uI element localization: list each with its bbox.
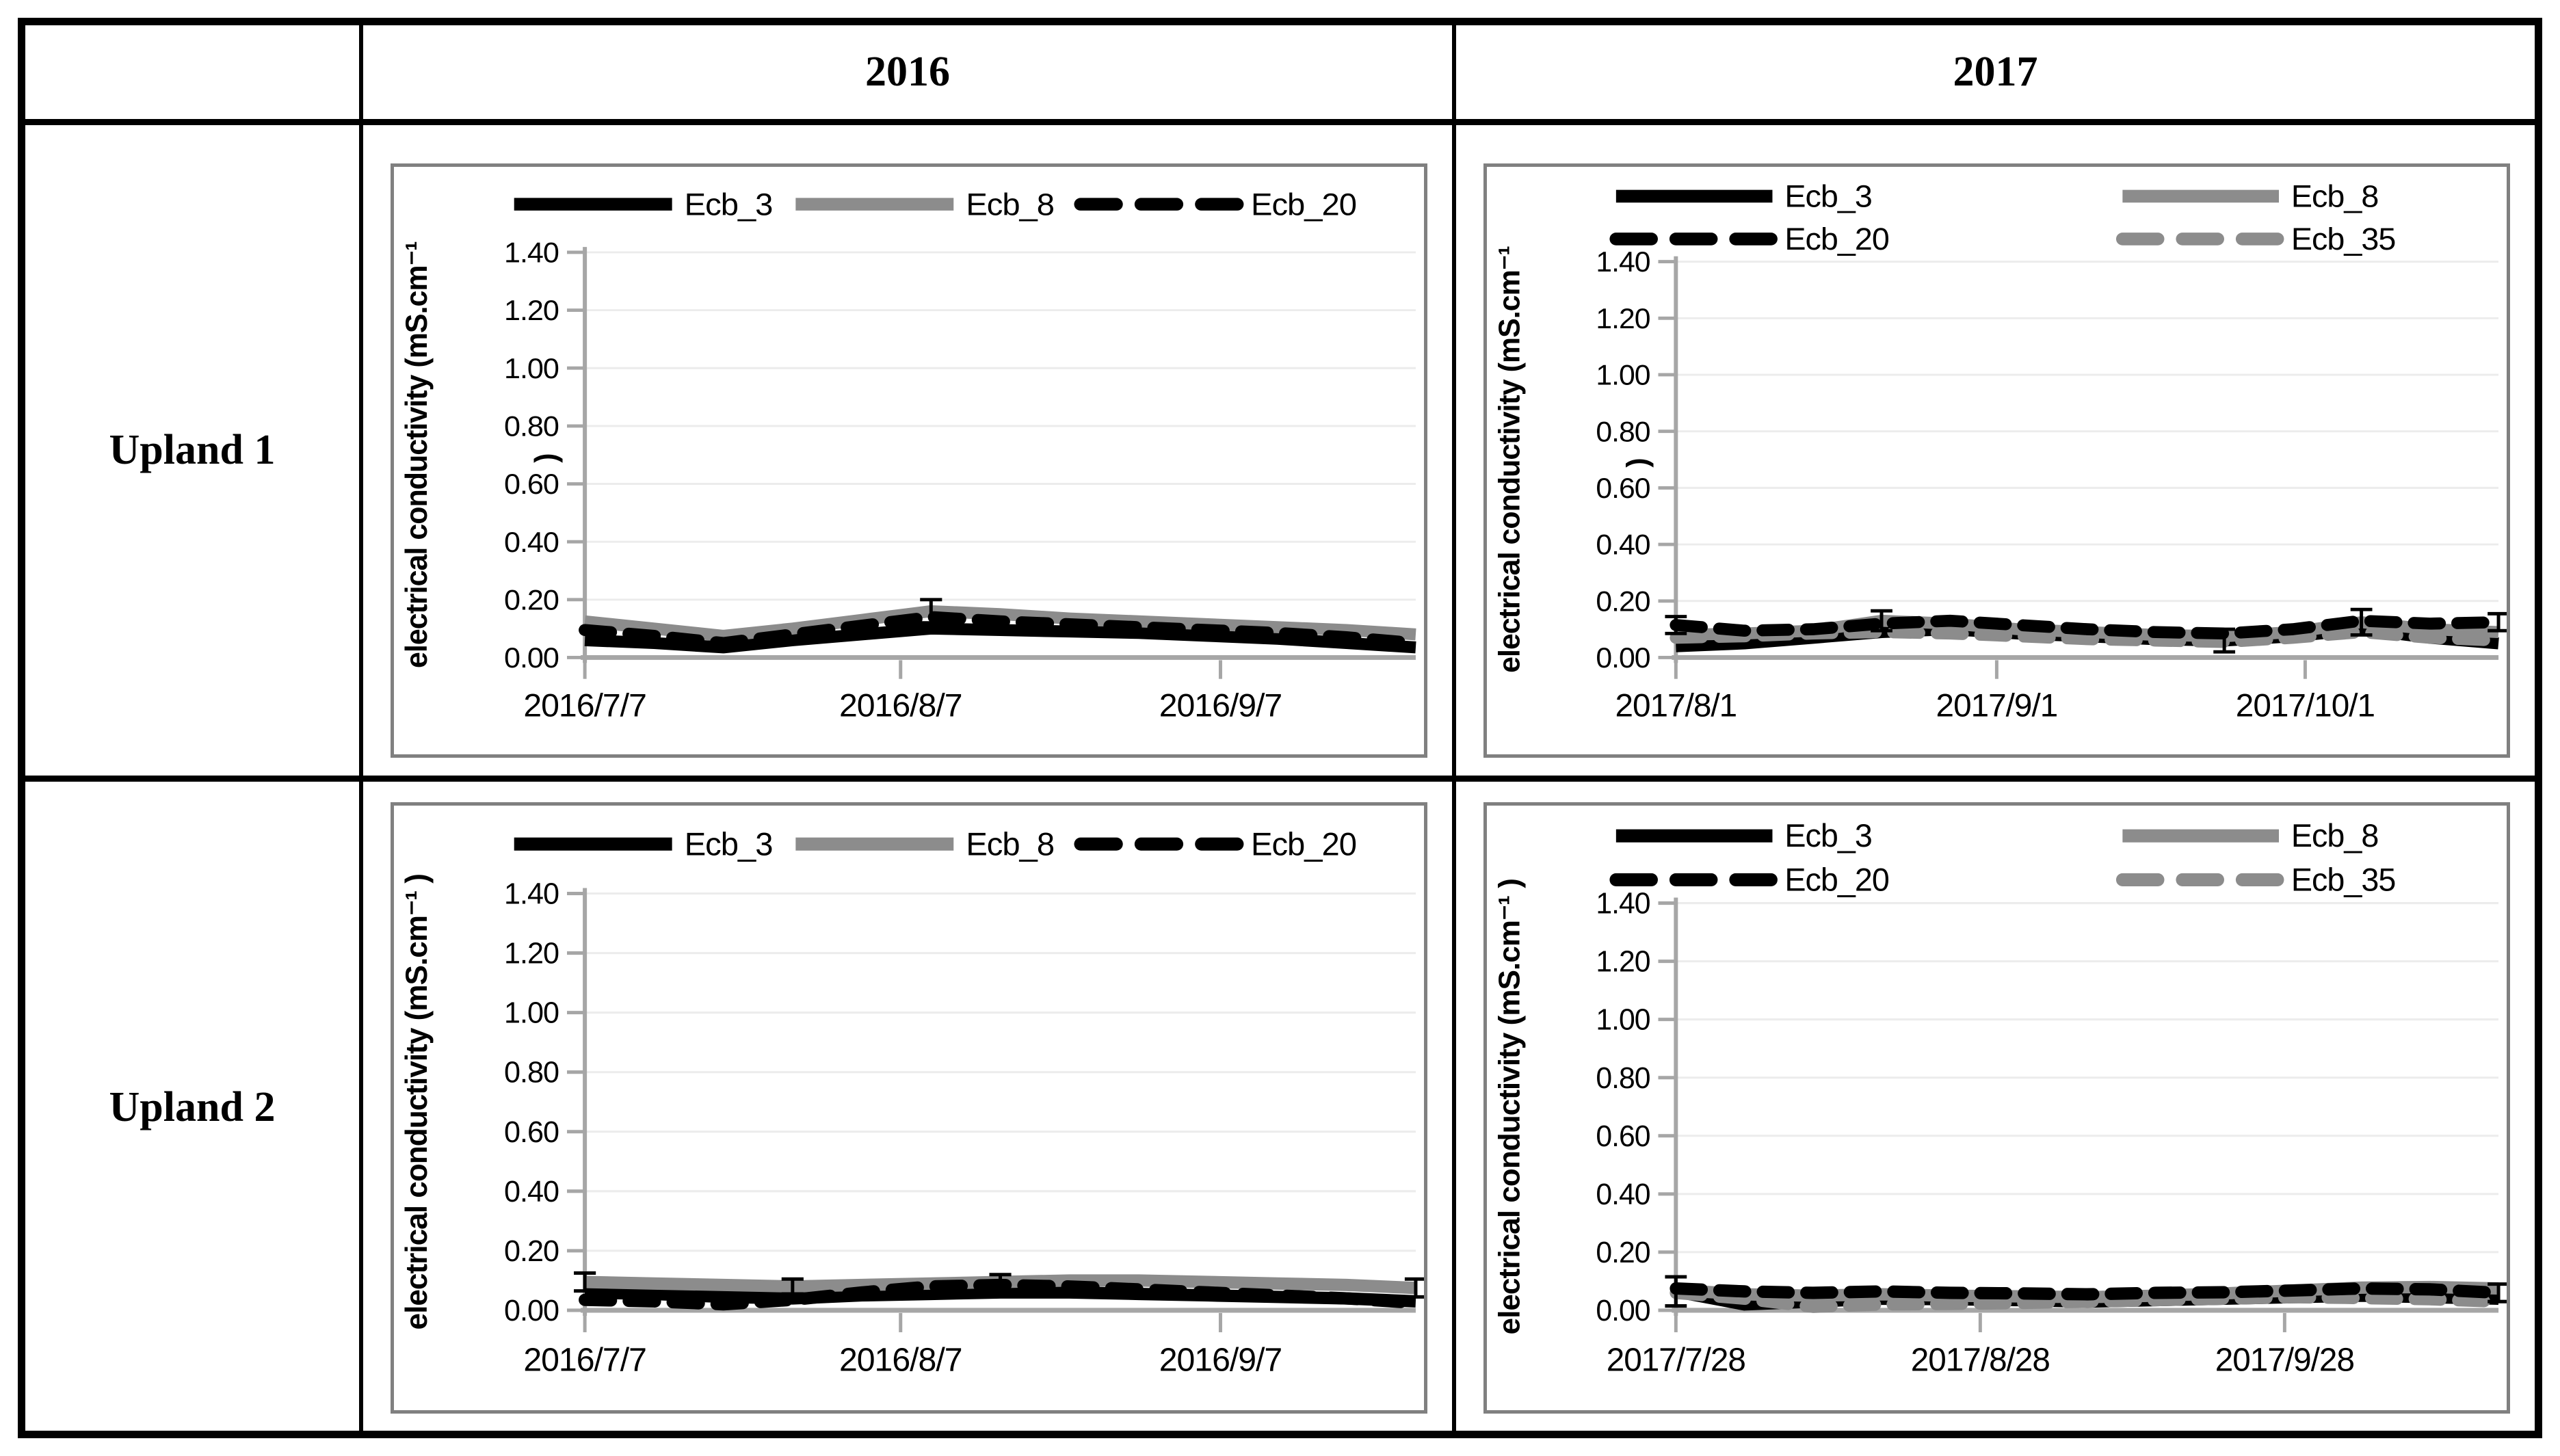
y-tick-label: 1.20	[504, 295, 559, 327]
y-axis-title-wrap: )	[1621, 458, 1654, 467]
series-line-Ecb_20	[579, 611, 1422, 650]
legend-label-Ecb_8: Ecb_8	[2291, 178, 2379, 214]
y-axis-title-wrap: )	[529, 453, 563, 462]
y-tick-label: 0.80	[504, 1057, 559, 1089]
y-tick-label: 0.40	[1596, 529, 1650, 561]
x-tick-label: 2016/8/7	[839, 1341, 962, 1378]
chart-upland2-2016: 0.00 0.20 0.40 0.60 0.80 1.00 1.20 1.40 2016/7/7…	[391, 802, 1427, 1414]
legend-label-Ecb_8: Ecb_8	[966, 187, 1054, 222]
y-tick-label: 1.40	[504, 878, 559, 911]
y-tick-label: 1.00	[504, 352, 559, 384]
legend-label-Ecb_20: Ecb_20	[1784, 861, 1888, 897]
x-tick-label: 2017/7/28	[1607, 1342, 1745, 1378]
chart-cell-upland2-2017: 0.00 0.20 0.40 0.60 0.80 1.00 1.20 1.40 2017/7/2…	[1456, 782, 2535, 1434]
chart-upland1-2016: 0.00 0.20 0.40 0.60 0.80 1.00 1.20 1.40 2016/7/7…	[391, 163, 1427, 758]
y-tick-label: 0.40	[504, 1176, 559, 1208]
y-tick-label: 0.40	[504, 526, 559, 558]
y-tick-label: 0.20	[1596, 1236, 1650, 1269]
chart-svg-upland1-2017: 0.00 0.20 0.40 0.60 0.80 1.00 1.20 1.40 2017/8/1…	[1493, 178, 2507, 724]
header-2016-label: 2016	[865, 49, 950, 95]
chart-svg-upland2-2017: 0.00 0.20 0.40 0.60 0.80 1.00 1.20 1.40 2017/7/2…	[1493, 817, 2507, 1378]
y-tick-label: 0.80	[1596, 416, 1650, 448]
y-tick-label: 0.00	[504, 1295, 559, 1327]
y-tick-label: 0.40	[1596, 1178, 1650, 1211]
row-label-upland2: Upland 2	[25, 782, 363, 1434]
header-2017-label: 2017	[1953, 49, 2038, 95]
legend-label-Ecb_20: Ecb_20	[1784, 221, 1888, 256]
x-tick-label: 2017/9/1	[1936, 688, 2058, 724]
y-tick-label: 0.80	[504, 410, 559, 442]
corner-cell	[25, 25, 363, 125]
y-tick-label: 0.60	[504, 468, 559, 501]
row-label-upland2-text: Upland 2	[109, 1084, 276, 1131]
legend-label-Ecb_3: Ecb_3	[1784, 817, 1871, 853]
chart-upland1-2017: 0.00 0.20 0.40 0.60 0.80 1.00 1.20 1.40 2017/8/1…	[1483, 163, 2510, 758]
y-tick-label: 1.40	[1596, 246, 1650, 278]
y-axis-title: electrical conductivity (mS.cm⁻¹ )	[1493, 879, 1527, 1334]
y-tick-label: 0.80	[1596, 1062, 1650, 1095]
y-tick-label: 0.20	[1596, 585, 1650, 618]
legend-label-Ecb_35: Ecb_35	[2291, 861, 2395, 897]
y-tick-label: 0.00	[1596, 641, 1650, 674]
series-line-Ecb_35	[1670, 1286, 2505, 1313]
x-tick-label: 2016/9/7	[1159, 1341, 1282, 1378]
series-line-Ecb_8	[584, 605, 1416, 642]
chart-upland2-2017: 0.00 0.20 0.40 0.60 0.80 1.00 1.20 1.40 2017/7/2…	[1483, 802, 2510, 1414]
y-tick-label: 1.00	[1596, 359, 1650, 391]
y-tick-label: 1.00	[1596, 1004, 1650, 1037]
x-tick-label: 2016/9/7	[1159, 688, 1282, 724]
y-tick-label: 1.20	[1596, 945, 1650, 978]
legend-label-Ecb_8: Ecb_8	[2291, 817, 2378, 853]
legend-label-Ecb_3: Ecb_3	[1784, 178, 1871, 214]
legend-label-Ecb_3: Ecb_3	[685, 825, 773, 862]
x-tick-label: 2017/10/1	[2236, 688, 2375, 724]
y-tick-label: 1.40	[504, 237, 559, 269]
series-line-Ecb_20	[1670, 614, 2505, 640]
chart-cell-upland1-2017: 0.00 0.20 0.40 0.60 0.80 1.00 1.20 1.40 2017/8/1…	[1456, 125, 2535, 782]
row-label-upland1-text: Upland 1	[109, 427, 276, 473]
row-label-upland1: Upland 1	[25, 125, 363, 782]
header-cell-2017: 2017	[1456, 25, 2535, 125]
y-axis-title: electrical conductivity (mS.cm⁻¹	[401, 241, 434, 668]
x-tick-label: 2016/8/7	[839, 688, 962, 724]
y-tick-label: 0.20	[504, 584, 559, 616]
x-tick-label: 2017/9/28	[2215, 1342, 2354, 1378]
legend-label-Ecb_20: Ecb_20	[1251, 825, 1356, 862]
y-tick-label: 0.60	[1596, 472, 1650, 504]
header-cell-2016: 2016	[363, 25, 1456, 125]
series-line-Ecb_20	[1670, 1282, 2505, 1301]
y-tick-label: 1.20	[504, 938, 559, 970]
chart-svg-upland1-2016: 0.00 0.20 0.40 0.60 0.80 1.00 1.20 1.40 2016/7/7…	[401, 187, 1422, 724]
x-tick-label: 2017/8/1	[1615, 688, 1737, 724]
y-tick-label: 0.00	[1596, 1295, 1650, 1327]
y-axis-title: electrical conductivity (mS.cm⁻¹ )	[400, 874, 434, 1329]
y-tick-label: 1.40	[1596, 887, 1650, 920]
y-tick-label: 0.20	[504, 1235, 559, 1268]
x-tick-label: 2017/8/28	[1911, 1342, 2050, 1378]
legend-label-Ecb_20: Ecb_20	[1251, 187, 1356, 222]
legend-label-Ecb_8: Ecb_8	[966, 825, 1054, 862]
figure-table: 2016 2017 Upland 1 0.00 0.20 0.40 0.60 0.80 1…	[18, 18, 2542, 1438]
legend-label-Ecb_3: Ecb_3	[685, 187, 773, 222]
y-tick-label: 1.00	[504, 997, 559, 1030]
y-tick-label: 1.20	[1596, 302, 1650, 334]
legend-label-Ecb_35: Ecb_35	[2291, 221, 2395, 256]
y-axis-title: electrical conductivity (mS.cm⁻¹	[1493, 246, 1526, 673]
x-tick-label: 2016/7/7	[523, 1341, 646, 1378]
y-tick-label: 0.60	[1596, 1120, 1650, 1153]
chart-svg-upland2-2016: 0.00 0.20 0.40 0.60 0.80 1.00 1.20 1.40 2016/7/7…	[400, 825, 1424, 1378]
x-tick-label: 2016/7/7	[523, 688, 646, 724]
chart-cell-upland1-2016: 0.00 0.20 0.40 0.60 0.80 1.00 1.20 1.40 2016/7/7…	[363, 125, 1456, 782]
chart-cell-upland2-2016: 0.00 0.20 0.40 0.60 0.80 1.00 1.20 1.40 2016/7/7…	[363, 782, 1456, 1434]
y-tick-label: 0.00	[504, 642, 559, 674]
y-tick-label: 0.60	[504, 1116, 559, 1149]
